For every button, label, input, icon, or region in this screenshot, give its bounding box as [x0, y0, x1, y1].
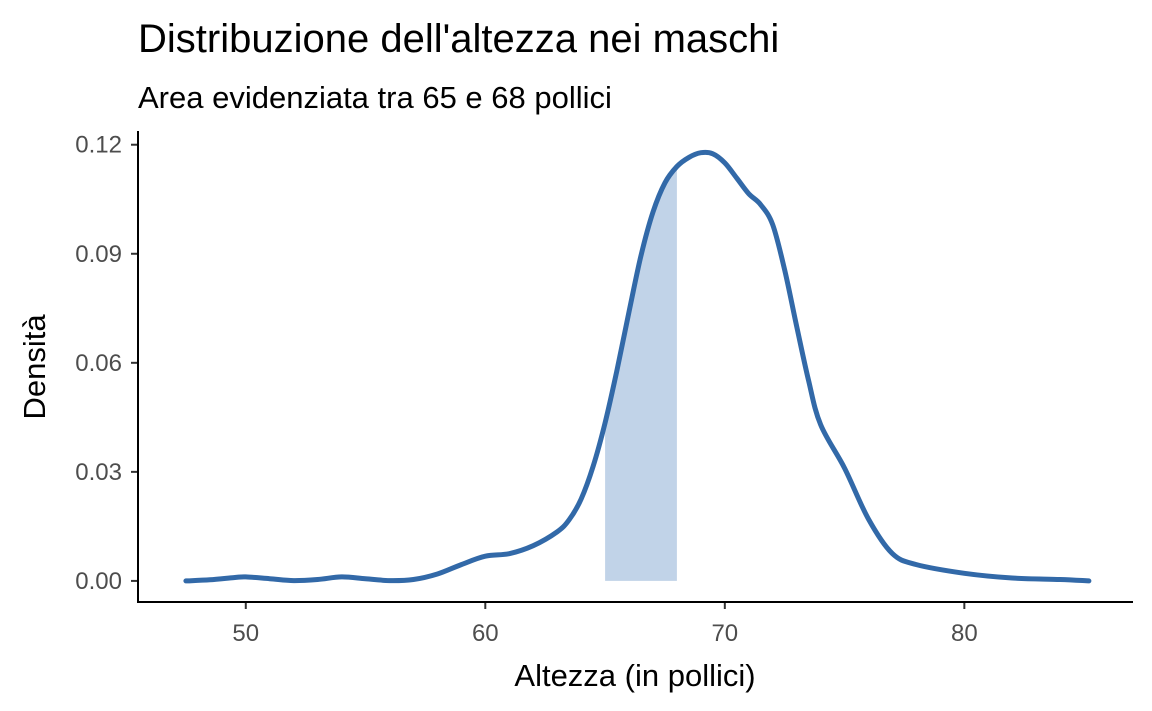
- x-axis-title: Altezza (in pollici): [514, 658, 755, 693]
- y-tick-label: 0.06: [75, 350, 122, 377]
- x-tick-label: 50: [232, 620, 259, 647]
- chart-title: Distribuzione dell'altezza nei maschi: [138, 17, 779, 61]
- y-tick-label: 0.12: [75, 132, 122, 159]
- density-line: [183, 149, 1092, 584]
- y-axis-title: Densità: [17, 314, 52, 420]
- highlight-area: [605, 166, 677, 581]
- x-tick-label: 70: [711, 620, 738, 647]
- chart-subtitle: Area evidenziata tra 65 e 68 pollici: [138, 80, 612, 115]
- plot-area: [183, 149, 1092, 584]
- x-tick-label: 60: [472, 620, 499, 647]
- y-tick-label: 0.09: [75, 241, 122, 268]
- y-tick-label: 0.00: [75, 568, 122, 595]
- x-tick-label: 80: [951, 620, 978, 647]
- axis-ticks: 50 60 70 80 0.00 0.03 0.06 0.09 0.12: [75, 132, 977, 647]
- y-tick-label: 0.03: [75, 459, 122, 486]
